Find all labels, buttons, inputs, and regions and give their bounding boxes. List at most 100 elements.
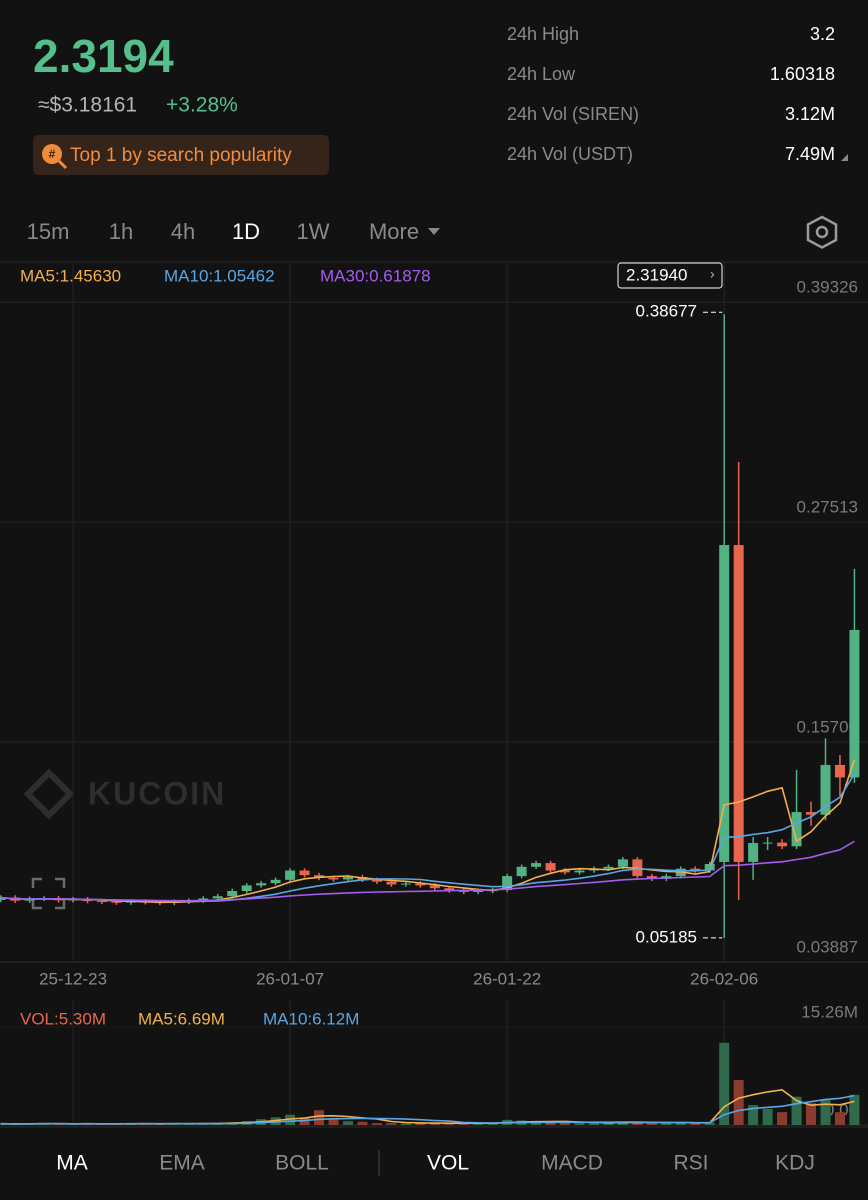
volume-bar bbox=[675, 1122, 686, 1125]
volume-bar bbox=[806, 1103, 817, 1125]
candle-body bbox=[704, 864, 715, 871]
candle-body bbox=[270, 879, 281, 884]
timeframe-tab[interactable]: 1D bbox=[232, 219, 260, 244]
settings-icon[interactable] bbox=[806, 215, 838, 249]
timeframe-tab[interactable]: More bbox=[369, 219, 419, 244]
candle-body bbox=[198, 898, 209, 901]
settings-icon[interactable] bbox=[815, 225, 829, 239]
volume-bar bbox=[820, 1099, 831, 1125]
candle-body bbox=[646, 876, 657, 879]
indicator-tab[interactable]: VOL bbox=[427, 1152, 469, 1175]
candle-body bbox=[400, 883, 411, 885]
badge-icon bbox=[57, 159, 68, 170]
indicator-tabs: MA EMA BOLL VOL MACD RSI KDJ bbox=[56, 1152, 815, 1175]
indicator-tab[interactable]: BOLL bbox=[275, 1152, 329, 1175]
volume-bar bbox=[791, 1096, 802, 1125]
stat-label: 24h High bbox=[507, 24, 579, 44]
candle-body bbox=[299, 870, 310, 876]
candle-body bbox=[502, 876, 513, 891]
candle-body bbox=[458, 890, 469, 892]
expand-icon[interactable] bbox=[31, 877, 66, 910]
candle-body bbox=[241, 885, 252, 892]
volume-bar bbox=[473, 1123, 484, 1125]
candle-body bbox=[748, 842, 759, 862]
candle-body bbox=[719, 545, 730, 862]
candle-body bbox=[777, 842, 788, 847]
indicator-tab[interactable]: EMA bbox=[159, 1152, 205, 1175]
candle-body bbox=[212, 896, 223, 899]
candle-body bbox=[545, 863, 556, 871]
more-icon bbox=[841, 154, 848, 161]
volume-bar bbox=[632, 1122, 643, 1125]
indicator-tab[interactable]: RSI bbox=[673, 1152, 708, 1175]
volume-bar bbox=[574, 1123, 585, 1125]
volume-bar bbox=[371, 1123, 382, 1125]
watermark: KUCOIN bbox=[88, 775, 226, 811]
candle-body bbox=[386, 881, 397, 885]
candle-body bbox=[285, 870, 296, 880]
dropdown-icon[interactable] bbox=[428, 228, 440, 235]
volume-bar bbox=[342, 1121, 353, 1125]
candle-body bbox=[806, 812, 817, 815]
candle-chart: KUCOIN 0.03887 0.15700 0.27513 0.39326 25-12-… bbox=[0, 262, 868, 1126]
volume-bar bbox=[748, 1105, 759, 1125]
badge[interactable] bbox=[33, 135, 329, 175]
candle-body bbox=[96, 901, 107, 903]
timeframe-tab[interactable]: 4h bbox=[171, 219, 195, 244]
y-tick-label: 0.15700 bbox=[797, 718, 858, 737]
volume-bar bbox=[588, 1122, 599, 1125]
volume-bar bbox=[328, 1118, 339, 1125]
x-tick-label: 25-12-23 bbox=[39, 969, 107, 988]
stat-label: 24h Vol (SIREN) bbox=[507, 104, 639, 124]
candle-body bbox=[415, 883, 426, 886]
volume-bar bbox=[834, 1112, 845, 1125]
ma-line bbox=[0, 840, 855, 902]
timeframe-tabs: 15m 1h 4h 1D 1W More bbox=[27, 219, 440, 244]
candle-body bbox=[227, 891, 238, 897]
volume-bar bbox=[777, 1112, 788, 1125]
volume-bar bbox=[415, 1123, 426, 1125]
volume-bar bbox=[314, 1110, 325, 1125]
candle-body bbox=[574, 870, 585, 873]
candle-body bbox=[444, 888, 455, 891]
indicator-tab[interactable]: KDJ bbox=[775, 1152, 815, 1175]
stat-value: 3.12M bbox=[785, 104, 835, 124]
settings-icon[interactable] bbox=[806, 215, 838, 249]
volume-bar bbox=[531, 1121, 542, 1125]
watermark-logo bbox=[23, 768, 75, 820]
candle-body bbox=[473, 891, 484, 893]
volume-bar bbox=[704, 1122, 715, 1125]
x-tick-label: 26-01-07 bbox=[256, 969, 324, 988]
ma-line bbox=[0, 759, 856, 903]
volume-legend: VOL:5.30M bbox=[20, 1009, 106, 1028]
y-tick-label: 0.39326 bbox=[797, 278, 858, 297]
volume-bar bbox=[733, 1080, 744, 1125]
candle-body bbox=[516, 866, 527, 877]
volume-bar bbox=[646, 1122, 657, 1125]
candle-body bbox=[791, 812, 802, 847]
candle-body bbox=[820, 764, 831, 815]
badge-text[interactable]: Top 1 by search popularity bbox=[70, 145, 292, 166]
x-tick-label: 26-02-06 bbox=[690, 969, 758, 988]
timeframe-tab[interactable]: 15m bbox=[27, 219, 70, 244]
volume-bar bbox=[444, 1123, 455, 1125]
last-price: 2.3194 bbox=[33, 30, 174, 82]
price-tag-box[interactable] bbox=[617, 262, 723, 289]
indicator-tab[interactable]: MACD bbox=[541, 1152, 603, 1175]
volume-bar bbox=[849, 1094, 860, 1125]
ma-legend: MA10:1.05462 bbox=[164, 266, 275, 285]
volume-bar bbox=[400, 1123, 411, 1125]
volume-bar bbox=[560, 1122, 571, 1125]
indicator-tab[interactable]: MA bbox=[56, 1152, 88, 1175]
ma-legend: MA30:0.61878 bbox=[320, 266, 431, 285]
timeframe-tab[interactable]: 1W bbox=[297, 219, 330, 244]
badge-icon: # bbox=[49, 147, 56, 161]
volume-bar bbox=[386, 1123, 397, 1125]
candle-body bbox=[0, 897, 6, 900]
timeframe-tab[interactable]: 1h bbox=[109, 219, 133, 244]
volume-bar bbox=[661, 1123, 672, 1125]
y-tick-label: 15.26M bbox=[801, 1002, 858, 1021]
price-tag[interactable]: 2.31940 bbox=[626, 265, 687, 284]
stat-value: 3.2 bbox=[810, 24, 835, 44]
